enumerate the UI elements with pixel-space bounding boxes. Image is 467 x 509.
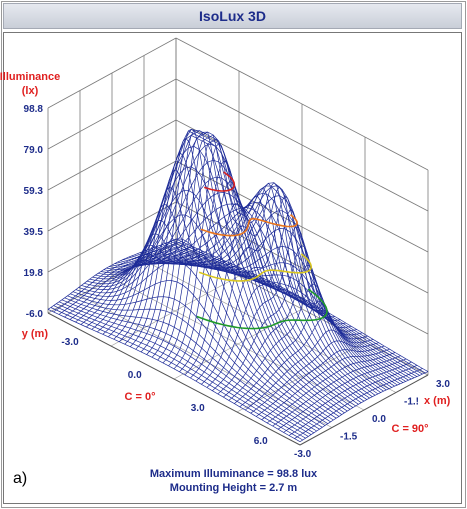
z-tick-label: -6.0 bbox=[26, 309, 44, 320]
mesh-line-v bbox=[153, 247, 406, 382]
z-axis-label-line1: Illuminance bbox=[0, 71, 60, 83]
mesh-line-u bbox=[272, 355, 401, 427]
mesh-line-u bbox=[239, 316, 368, 408]
x-tick-label: -1.! bbox=[404, 397, 419, 408]
window-title: IsoLux 3D bbox=[199, 8, 266, 24]
mesh-line-u bbox=[234, 301, 363, 404]
chart-panel bbox=[3, 32, 462, 504]
z-tick-label: 39.5 bbox=[24, 227, 44, 238]
y-tick-label: 0.0 bbox=[128, 370, 142, 381]
footer-mounting-height: Mounting Height = 2.7 m bbox=[169, 482, 298, 494]
mesh-line-u bbox=[217, 245, 346, 395]
mesh-line-u bbox=[255, 345, 385, 417]
mesh-line-u bbox=[283, 361, 412, 433]
window-titlebar: IsoLux 3D bbox=[3, 3, 462, 29]
mesh-line-u bbox=[299, 371, 429, 442]
isolux-contour bbox=[203, 171, 236, 192]
mesh-line-v bbox=[173, 239, 426, 374]
plane-c0-label: C = 0° bbox=[125, 391, 156, 403]
z-tick-label: 98.8 bbox=[24, 104, 44, 115]
mesh-line-v bbox=[134, 185, 387, 391]
mesh-line-v bbox=[164, 243, 418, 377]
mesh-line-u bbox=[261, 348, 390, 420]
mesh-line-v bbox=[150, 248, 404, 383]
y-tick-label: 6.0 bbox=[254, 436, 268, 447]
isolux-contours bbox=[196, 171, 328, 330]
y-tick-label: 3.0 bbox=[191, 403, 205, 414]
mesh-line-v bbox=[111, 176, 365, 402]
mesh-line-v bbox=[120, 207, 373, 397]
x-axis-label: x (m) bbox=[424, 395, 451, 407]
mesh-line-u bbox=[190, 182, 319, 379]
y-tick-label: -3.0 bbox=[61, 337, 79, 348]
axis-labels: Illuminance (lx) y (m) x (m) C = 0° C = … bbox=[0, 71, 451, 435]
mesh-line-u bbox=[294, 368, 423, 439]
z-tick-label: 59.3 bbox=[24, 186, 44, 197]
footer-max-illuminance: Maximum Illuminance = 98.8 lux bbox=[149, 468, 318, 480]
x-tick-label: -1.5 bbox=[340, 432, 358, 443]
surface-mesh bbox=[47, 128, 429, 443]
z-tick-label: 19.8 bbox=[24, 268, 44, 279]
z-tick-label: 79.0 bbox=[24, 145, 44, 156]
mesh-line-v bbox=[175, 238, 429, 372]
mesh-line-v bbox=[170, 240, 423, 375]
isolux-contour bbox=[196, 288, 328, 330]
mesh-line-u bbox=[244, 329, 374, 411]
mesh-line-v bbox=[142, 228, 395, 387]
mesh-line-u bbox=[195, 186, 324, 382]
mesh-line-v bbox=[131, 182, 384, 392]
mesh-line-v bbox=[148, 249, 401, 385]
plane-c90-label: C = 90° bbox=[391, 423, 428, 435]
mesh-line-u bbox=[277, 358, 407, 430]
isolux-contour bbox=[198, 253, 313, 282]
mesh-line-v bbox=[145, 246, 398, 386]
x-tick-label: 3.0 bbox=[436, 379, 450, 390]
tick-labels: 98.8 79.0 59.3 39.5 19.8 -6.0 -3.0 0.0 3.0 6.0 -3.… bbox=[24, 104, 451, 460]
mesh-line-v bbox=[136, 195, 390, 389]
y-axis-label: y (m) bbox=[22, 328, 49, 340]
panel-label: a) bbox=[13, 470, 28, 487]
z-axis-label-line2: (lx) bbox=[22, 85, 39, 97]
x-tick-label: 0.0 bbox=[372, 414, 386, 425]
mesh-line-u bbox=[266, 352, 396, 424]
x-tick-label: -3.0 bbox=[294, 449, 312, 460]
mesh-line-u bbox=[201, 195, 330, 385]
mesh-line-v bbox=[167, 242, 420, 376]
mesh-line-v bbox=[114, 192, 367, 400]
back-walls bbox=[47, 37, 429, 376]
mesh-line-u bbox=[288, 364, 418, 436]
isolux-contour bbox=[200, 214, 299, 237]
mesh-line-u bbox=[250, 340, 379, 414]
